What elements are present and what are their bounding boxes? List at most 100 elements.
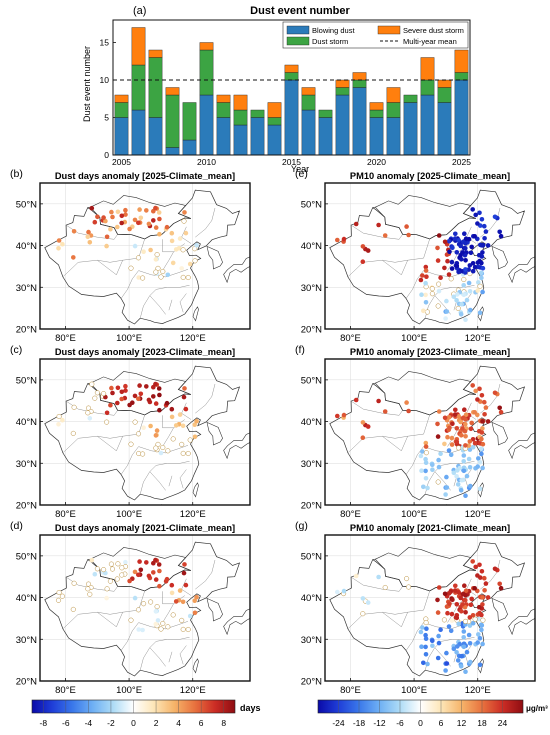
station-dot (447, 601, 452, 607)
station-dot (335, 589, 340, 595)
station-dot (470, 613, 476, 618)
station-dot (445, 434, 450, 440)
map-province-border (151, 621, 189, 630)
station-dot (141, 425, 146, 431)
station-dot (132, 595, 138, 601)
map-province-border (350, 576, 403, 592)
map-lat-tick-label: 20°N (16, 325, 37, 336)
station-dot (423, 620, 429, 626)
colorbar-tick-label: -4 (85, 718, 93, 728)
station-dot (341, 412, 347, 418)
station-dot (463, 267, 468, 272)
map-lon-tick-label: 100°E (116, 509, 142, 520)
station-dot (459, 653, 465, 659)
station-dot (115, 224, 120, 230)
station-dot (476, 280, 481, 285)
map-province-border (162, 591, 174, 604)
station-dot (104, 234, 110, 240)
map-frame (39, 534, 251, 682)
station-dot (148, 599, 154, 605)
station-dot (455, 468, 460, 473)
station-dot (448, 276, 454, 282)
station-dot (187, 261, 193, 267)
station-dot (136, 275, 141, 280)
station-dot (482, 588, 487, 593)
station-dot (463, 493, 468, 499)
map-content (40, 359, 250, 505)
bar-severe-dust-storm-2012 (233, 94, 248, 111)
station-dot (183, 582, 189, 588)
station-dot (153, 609, 159, 614)
station-dot (463, 588, 469, 593)
station-dot (470, 559, 476, 564)
map-panel-f: (f) PM10 anomaly [2023-Climate_mean] 20°N 3… (295, 344, 536, 520)
map-country-outline-japan (223, 256, 250, 284)
bar-xtick-label: 2020 (367, 157, 386, 167)
station-dot (153, 445, 159, 451)
station-dot (467, 447, 473, 452)
map-country-outline-japan (508, 608, 535, 636)
station-dot (425, 485, 430, 491)
station-dot (153, 577, 159, 582)
station-dot (353, 397, 359, 403)
station-dot (483, 229, 489, 234)
bar-blowing-dust-2005 (114, 117, 129, 156)
station-dot (435, 303, 441, 309)
station-dot (459, 301, 465, 307)
station-dot (157, 231, 162, 237)
station-dot (477, 310, 483, 316)
station-dot (86, 229, 91, 235)
station-dot (104, 586, 110, 592)
station-dot (461, 629, 467, 634)
station-dot (445, 258, 450, 264)
station-dot (115, 385, 121, 391)
station-dot (450, 597, 455, 603)
station-dot (463, 598, 468, 603)
station-dot (406, 584, 412, 590)
station-dot (182, 210, 187, 215)
station-dot (56, 413, 62, 420)
station-dot (482, 575, 487, 581)
station-dot (459, 477, 465, 483)
station-dot (479, 393, 485, 398)
bar-dust-storm-2005 (114, 102, 129, 118)
map-country-outline-korea (491, 245, 508, 270)
bar-severe-dust-storm-2006 (131, 27, 146, 66)
station-dot (132, 419, 138, 425)
station-dot (95, 214, 100, 220)
map-province-border (168, 299, 173, 311)
station-dot (181, 394, 187, 400)
map-frame (39, 182, 251, 330)
station-dot (475, 288, 481, 293)
bar-xtick-label: 2005 (112, 157, 131, 167)
station-dot (138, 391, 144, 397)
station-dot (480, 595, 485, 600)
map-panel-c: (c) Dust days anomaly [2023-Climate_mean]… (10, 344, 251, 520)
map-province-border (156, 461, 190, 466)
station-dot (360, 420, 366, 425)
colorbar-pm10-ticks: -24 -18 -12 -6 0 6 12 18 24 (332, 700, 507, 728)
colorbar-tick-label: 18 (477, 718, 487, 728)
station-dot (180, 599, 186, 605)
map-lon-tick-label: 80°E (340, 333, 361, 344)
station-dot (466, 632, 472, 638)
station-dot (94, 390, 100, 396)
station-dot (420, 625, 425, 630)
station-dot (419, 292, 424, 298)
station-dot (435, 655, 441, 661)
station-dot (101, 215, 106, 220)
station-dot (438, 275, 443, 281)
station-dot (135, 255, 142, 261)
station-dot (179, 617, 185, 623)
bar-ytick-label: 5 (104, 113, 109, 123)
station-dot (430, 638, 435, 643)
bar-blowing-dust-2007 (148, 117, 163, 156)
station-dot (444, 298, 449, 304)
colorbar-tick-label: 12 (457, 718, 467, 728)
bar-dust-storm-2013 (250, 109, 265, 118)
station-dot (155, 441, 161, 447)
colorbar-pm10-unit: μg/m³ (526, 704, 548, 713)
station-dot (144, 560, 149, 565)
station-dot (148, 423, 153, 429)
station-dot (179, 266, 184, 271)
